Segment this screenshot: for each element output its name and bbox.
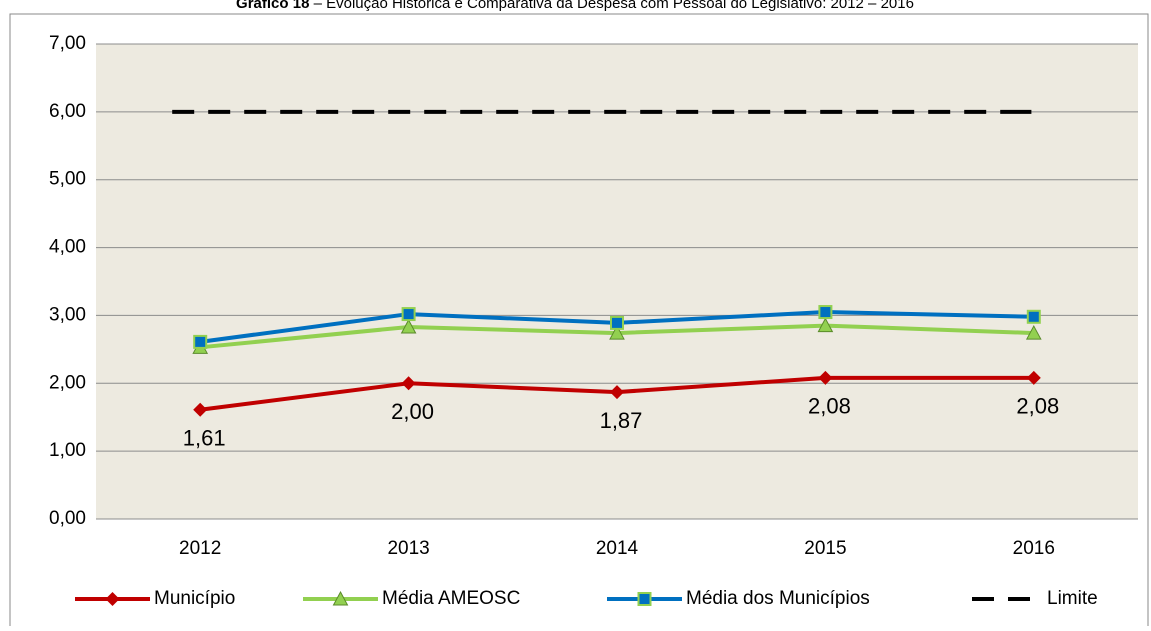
- x-tick-label: 2014: [596, 538, 639, 559]
- x-tick-label: 2016: [1013, 538, 1055, 559]
- data-label: 2,08: [808, 394, 851, 419]
- point: [1026, 309, 1041, 324]
- y-tick-label: 6,00: [49, 101, 86, 122]
- y-tick-label: 2,00: [49, 372, 86, 393]
- legend-label: Limite: [1047, 588, 1098, 609]
- point: [193, 402, 208, 417]
- point: [1026, 370, 1041, 385]
- point: [401, 307, 416, 322]
- x-tick-label: 2013: [387, 538, 429, 559]
- title-text: – Evolução Histórica e Comparativa da De…: [314, 0, 914, 12]
- data-label: 2,00: [391, 399, 434, 424]
- y-tick-label: 7,00: [49, 33, 86, 54]
- data-label: 1,87: [600, 408, 643, 433]
- point: [818, 370, 833, 385]
- legend-marker: [637, 592, 652, 606]
- point: [609, 325, 625, 340]
- point: [193, 334, 208, 349]
- point: [817, 317, 834, 333]
- y-tick-label: 1,00: [49, 440, 86, 461]
- legend-label: Média AMEOSC: [382, 588, 520, 609]
- y-tick-label: 3,00: [49, 304, 86, 325]
- point: [401, 376, 416, 391]
- plot-area: [96, 44, 1138, 519]
- legend-marker: [105, 592, 120, 606]
- point: [1025, 325, 1042, 340]
- y-tick-label: 0,00: [49, 508, 86, 529]
- y-tick-label: 4,00: [49, 237, 86, 258]
- point: [610, 315, 624, 330]
- point: [818, 305, 833, 320]
- title-number: Gráfico 18: [236, 0, 309, 12]
- x-tick-label: 2012: [179, 538, 221, 559]
- legend-label: Média dos Municípios: [686, 588, 870, 609]
- y-tick-label: 5,00: [49, 169, 86, 190]
- data-label: 1,61: [183, 426, 226, 451]
- x-tick-label: 2015: [804, 538, 846, 559]
- point: [400, 318, 417, 334]
- data-label: 2,08: [1016, 394, 1059, 419]
- point: [610, 385, 624, 400]
- legend-marker: [332, 590, 349, 606]
- chart-title: Gráfico 18 – Evolução Histórica e Compar…: [236, 0, 914, 12]
- legend-label: Município: [154, 588, 235, 609]
